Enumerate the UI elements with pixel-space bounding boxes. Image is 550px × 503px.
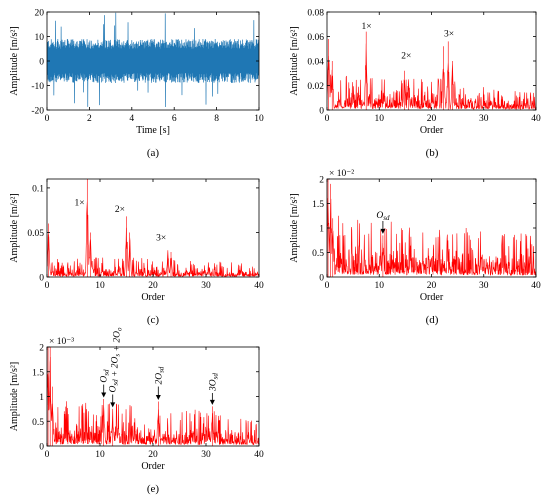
x-tick-label-b: 30 — [479, 114, 489, 124]
y-tick-label-b: 0.04 — [307, 58, 324, 68]
annotation-label-c: 2× — [115, 205, 125, 215]
x-tick-label-d: 20 — [427, 281, 437, 291]
annotation-label-c: 1× — [75, 199, 85, 209]
annotation-label-b: 3× — [444, 30, 454, 40]
y-tick-label-d: 1 — [319, 225, 324, 235]
chart-panel-e: 0 10 20 30 40 0 0.5 1 1.5 2 Order Amplitude [m/s²] ×… — [9, 327, 264, 495]
x-tick-label-a: 4 — [129, 114, 134, 124]
axes-frame-c — [46, 178, 260, 278]
y-tick-label-b: 0.08 — [307, 9, 324, 19]
y-tick-label-a: 0 — [39, 58, 44, 68]
x-tick-label-b: 40 — [531, 114, 541, 124]
x-tick-label-e: 20 — [148, 450, 158, 460]
series-line-d — [327, 179, 536, 277]
y-tick-label-a: -20 — [31, 107, 44, 117]
x-tick-label-c: 10 — [95, 281, 105, 291]
y-tick-label-c: 0.05 — [27, 229, 44, 239]
y-axis-label-e: Amplitude [m/s²] — [9, 362, 20, 431]
chart-panel-d: 0 10 20 30 40 0 0.5 1 1.5 2 Order Amplitude [m/s²] ×… — [289, 169, 541, 326]
x-tick-label-d: 10 — [375, 281, 385, 291]
x-tick-label-d: 30 — [479, 281, 489, 291]
x-tick-label-c: 20 — [148, 281, 158, 291]
x-tick-label-b: 10 — [375, 114, 385, 124]
annotation-label-c: 3× — [156, 233, 166, 243]
panel-caption-c: (c) — [147, 314, 160, 326]
annotation-arrowhead-e — [155, 394, 161, 400]
x-tick-label-a: 10 — [254, 114, 264, 124]
y-tick-label-b: 0 — [319, 107, 324, 117]
x-tick-label-e: 10 — [95, 450, 105, 460]
chart-panel-a: 0 2 4 6 8 10 -20 -10 0 10 20 Time [s] Amplitude [m/s… — [9, 9, 264, 160]
x-tick-label-b: 20 — [427, 114, 437, 124]
y-tick-label-d: 1.5 — [312, 200, 324, 210]
y-tick-label-e: 0.5 — [32, 418, 44, 428]
y-tick-label-a: 10 — [35, 33, 45, 43]
scale-exponent-e: × 10⁻³ — [49, 337, 74, 347]
panel-caption-e: (e) — [147, 483, 160, 495]
y-tick-label-b: 0.06 — [307, 33, 324, 43]
series-line-a — [47, 12, 259, 108]
annotation-arrowhead-e — [101, 392, 107, 398]
x-axis-label-a: Time [s] — [136, 125, 170, 136]
y-tick-label-d: 0 — [319, 274, 324, 284]
series-line-e — [47, 347, 259, 446]
panel-caption-d: (d) — [426, 314, 439, 326]
y-axis-label-b: Amplitude [m/s²] — [289, 26, 300, 95]
x-axis-label-d: Order — [420, 292, 444, 303]
y-axis-label-a: Amplitude [m/s²] — [9, 26, 20, 95]
annotation-arrowhead-d — [380, 228, 386, 234]
x-tick-label-c: 40 — [254, 281, 264, 291]
panel-caption-a: (a) — [147, 147, 160, 159]
series-line-b — [327, 31, 536, 110]
annotation-label-d: Osd — [376, 211, 390, 222]
scale-exponent-d: × 10⁻² — [329, 169, 354, 179]
x-tick-label-c: 0 — [45, 281, 50, 291]
x-tick-label-e: 30 — [201, 450, 211, 460]
chart-panel-c: 0 10 20 30 40 0 0.05 0.1 Order Amplitude [m/s²] 1×… — [9, 178, 264, 326]
x-tick-label-e: 0 — [45, 450, 50, 460]
series-line-c — [47, 179, 259, 277]
chart-panel-b: 0 10 20 30 40 0 0.02 0.04 0.06 0.08 Order Amplitude… — [289, 9, 541, 160]
x-tick-label-b: 0 — [325, 114, 330, 124]
annotation-label-e: 2Osd — [154, 366, 165, 384]
y-tick-label-d: 2 — [319, 176, 324, 186]
y-axis-label-d: Amplitude [m/s²] — [289, 193, 300, 262]
y-tick-label-a: -10 — [31, 82, 44, 92]
y-tick-label-a: 20 — [35, 9, 45, 19]
x-axis-label-e: Order — [141, 461, 165, 472]
x-tick-label-e: 40 — [254, 450, 264, 460]
y-tick-label-e: 1.5 — [32, 368, 44, 378]
annotation-arrowhead-e — [209, 399, 215, 405]
y-tick-label-e: 2 — [39, 344, 44, 354]
annotation-label-e: Osd + 2Os + 2Oo — [109, 327, 124, 392]
y-axis-label-c: Amplitude [m/s²] — [9, 193, 20, 262]
y-tick-label-e: 0 — [39, 443, 44, 453]
annotation-arrowhead-e — [110, 402, 116, 408]
x-tick-label-d: 0 — [325, 281, 330, 291]
annotation-label-e: 3Osd — [208, 373, 219, 392]
x-axis-label-c: Order — [141, 292, 165, 303]
annotation-label-b: 2× — [401, 52, 411, 62]
y-tick-label-c: 0.1 — [32, 184, 44, 194]
y-tick-label-d: 0.5 — [312, 249, 324, 259]
x-tick-label-a: 2 — [87, 114, 92, 124]
annotation-label-e: Osd — [100, 369, 111, 383]
x-tick-label-c: 30 — [201, 281, 211, 291]
y-tick-label-e: 1 — [39, 393, 44, 403]
x-tick-label-a: 6 — [172, 114, 177, 124]
annotation-label-b: 1× — [361, 22, 371, 32]
x-tick-label-d: 40 — [531, 281, 541, 291]
y-tick-label-c: 0 — [39, 274, 44, 284]
x-tick-label-a: 8 — [214, 114, 219, 124]
x-tick-label-a: 0 — [45, 114, 50, 124]
panel-caption-b: (b) — [426, 147, 439, 159]
x-axis-label-b: Order — [420, 125, 444, 136]
y-tick-label-b: 0.02 — [307, 82, 324, 92]
